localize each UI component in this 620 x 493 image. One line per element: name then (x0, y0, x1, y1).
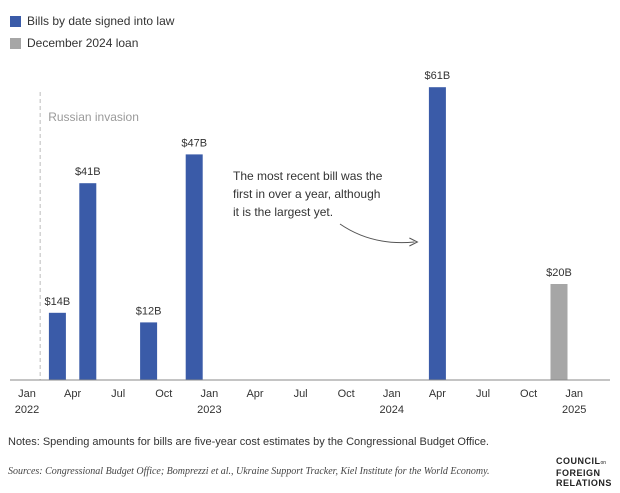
x-tick-label-5: Apr (246, 388, 263, 400)
cfr-logo: COUNCILon FOREIGN RELATIONS (556, 456, 612, 488)
legend-swatch-bills (10, 15, 21, 27)
bar-chart: Russian invasion $14B $41B $12B $47B $61B $20B… (10, 70, 610, 416)
x-tick-label-3: Oct (155, 388, 172, 400)
logo-line2: FOREIGN (556, 468, 601, 478)
annotation-line-0: The most recent bill was the (233, 169, 383, 183)
legend-item-loan: December 2024 loan (10, 32, 174, 54)
x-tick-year-0: 2022 (15, 404, 39, 416)
bar-label-0-0: $14B (45, 296, 71, 308)
chart-sources: Sources: Congressional Budget Office; Bo… (8, 466, 490, 477)
annotation-line-1: first in over a year, although (233, 187, 380, 201)
legend-swatch-loan (10, 37, 21, 49)
legend-label-loan: December 2024 loan (27, 36, 139, 50)
x-tick-label-2: Jul (111, 388, 125, 400)
x-tick-label-8: Jan (383, 388, 401, 400)
bar-0-2 (140, 322, 158, 380)
x-tick-year-4: 2023 (197, 404, 221, 416)
annotation-arrow (339, 223, 415, 244)
x-tick-label-6: Jul (294, 388, 308, 400)
x-tick-label-4: Jan (201, 388, 219, 400)
legend: Bills by date signed into law December 2… (10, 10, 174, 54)
x-tick-label-1: Apr (64, 388, 81, 400)
bar-0-3 (185, 154, 203, 380)
x-tick-label-12: Jan (565, 388, 583, 400)
x-tick-label-10: Jul (476, 388, 490, 400)
bar-label-0-2: $12B (136, 305, 162, 317)
x-tick-label-11: Oct (520, 388, 537, 400)
x-tick-year-12: 2025 (562, 404, 586, 416)
bar-0-0 (48, 312, 66, 380)
x-tick-label-7: Oct (338, 388, 355, 400)
logo-line3: RELATIONS (556, 478, 612, 488)
bar-label-0-1: $41B (75, 166, 101, 178)
x-tick-label-9: Apr (429, 388, 446, 400)
legend-label-bills: Bills by date signed into law (27, 14, 175, 28)
legend-item-bills: Bills by date signed into law (10, 10, 174, 32)
bar-0-4 (428, 87, 446, 380)
bar-1-0 (550, 284, 568, 380)
bar-label-0-3: $47B (181, 137, 207, 149)
annotation-line-2: it is the largest yet. (233, 205, 333, 219)
bar-0-1 (79, 183, 97, 380)
annotation-arrowhead (409, 237, 419, 247)
x-tick-year-8: 2024 (380, 404, 404, 416)
x-tick-label-0: Jan (18, 388, 36, 400)
logo-line1: COUNCIL (556, 456, 601, 466)
bar-label-1-0: $20B (546, 267, 572, 279)
bar-label-0-4: $61B (425, 70, 451, 82)
chart-notes: Notes: Spending amounts for bills are fi… (8, 436, 489, 448)
logo-small: on (600, 460, 607, 466)
invasion-label: Russian invasion (48, 110, 139, 124)
